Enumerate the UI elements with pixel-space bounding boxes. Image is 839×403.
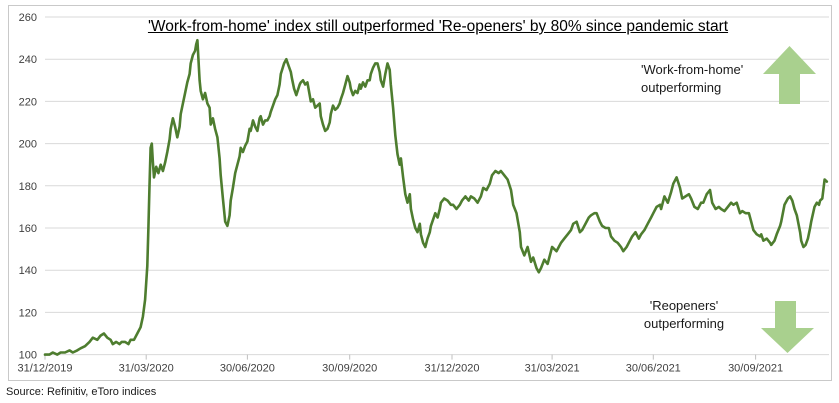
y-axis-label-220: 220	[19, 96, 37, 108]
up-arrow-icon	[763, 46, 816, 104]
x-axis-label-2: 30/06/2020	[220, 363, 275, 375]
x-axis-label-3: 30/09/2020	[322, 363, 377, 375]
y-axis-label-140: 140	[19, 265, 37, 277]
x-axis-label-6: 30/06/2021	[626, 363, 681, 375]
y-axis-label-160: 160	[19, 223, 37, 235]
annotation-reopeners-line2: outperforming	[643, 315, 725, 331]
x-axis-label-0: 31/12/2019	[17, 363, 72, 375]
y-axis-label-120: 120	[19, 307, 37, 319]
annotation-wfh-line1: 'Work-from-home'	[641, 62, 744, 77]
line-chart: 100 120 140 160 180 200 220 240 260 31/12/2019 31/…	[17, 12, 829, 375]
annotation-reopeners-line1: 'Reopeners'	[649, 298, 719, 313]
y-axis-label-260: 260	[19, 12, 37, 24]
y-axis-label-180: 180	[19, 181, 37, 193]
x-axis-label-1: 31/03/2020	[119, 363, 174, 375]
down-arrow-icon	[761, 301, 814, 353]
annotation-wfh-outperforming: 'Work-from-home' outperforming	[641, 61, 743, 96]
y-axis-label-100: 100	[19, 350, 37, 362]
annotation-wfh-line2: outperforming	[641, 79, 722, 95]
chart-frame: 100 120 140 160 180 200 220 240 260 31/12/2019 31/…	[8, 5, 832, 381]
y-axis-label-200: 200	[19, 139, 37, 151]
chart-title: 'Work-from-home' index still outperforme…	[147, 18, 729, 35]
x-axis-label-5: 31/03/2021	[525, 363, 580, 375]
y-axis-label-240: 240	[19, 54, 37, 66]
index-line-series	[43, 38, 829, 356]
source-note: Source: Refinitiv, eToro indices	[6, 386, 157, 398]
annotation-reopeners-outperforming: 'Reopeners' outperforming	[619, 297, 749, 332]
x-axis-label-7: 30/09/2021	[728, 363, 783, 375]
x-axis-label-4: 31/12/2020	[424, 363, 479, 375]
